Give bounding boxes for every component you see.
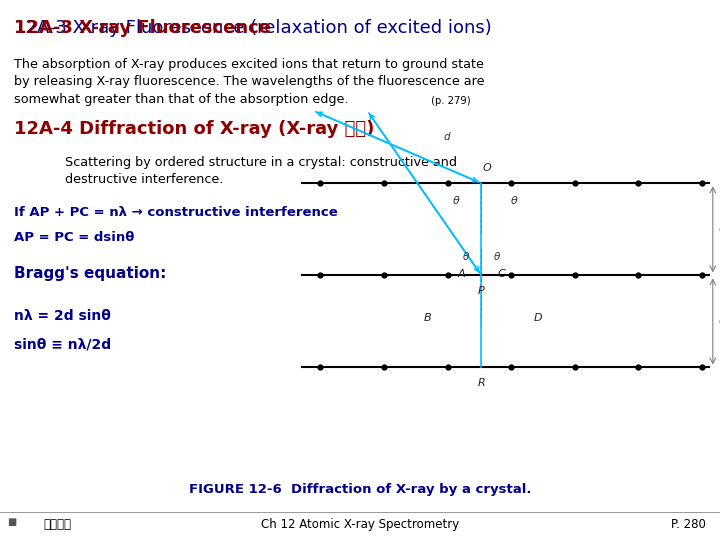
Text: 12A-3 X-ray Fluorescence: 12A-3 X-ray Fluorescence xyxy=(14,19,271,37)
Text: A: A xyxy=(457,269,465,279)
Text: (p. 279): (p. 279) xyxy=(428,96,471,106)
Text: θ: θ xyxy=(510,196,517,206)
Text: B: B xyxy=(423,313,431,323)
Text: θ: θ xyxy=(453,196,459,206)
Text: nλ = 2d sinθ: nλ = 2d sinθ xyxy=(14,309,112,323)
Text: FIGURE 12-6  Diffraction of X-ray by a crystal.: FIGURE 12-6 Diffraction of X-ray by a cr… xyxy=(189,483,531,496)
Text: P. 280: P. 280 xyxy=(671,518,706,531)
Text: θ: θ xyxy=(494,252,500,262)
Text: R: R xyxy=(477,378,485,388)
Text: ■: ■ xyxy=(7,517,17,528)
Text: 12A-3 X-ray Fluorescence (relaxation of excited ions): 12A-3 X-ray Fluorescence (relaxation of … xyxy=(14,19,492,37)
Text: AP = PC = dsinθ: AP = PC = dsinθ xyxy=(14,231,135,244)
Text: D: D xyxy=(534,313,542,323)
Text: 歐亞書局: 歐亞書局 xyxy=(43,518,71,531)
Text: If AP + PC = nλ → constructive interference: If AP + PC = nλ → constructive interfere… xyxy=(14,206,338,219)
Text: d: d xyxy=(444,132,450,143)
Text: The absorption of X-ray produces excited ions that return to ground state
by rel: The absorption of X-ray produces excited… xyxy=(14,58,485,106)
Text: C: C xyxy=(498,269,505,279)
Text: Ch 12 Atomic X-ray Spectrometry: Ch 12 Atomic X-ray Spectrometry xyxy=(261,518,459,531)
Text: O: O xyxy=(482,164,491,173)
Text: d: d xyxy=(719,224,720,234)
Text: P: P xyxy=(478,286,485,296)
Text: d: d xyxy=(719,316,720,327)
Text: Scattering by ordered structure in a crystal: constructive and
destructive inter: Scattering by ordered structure in a cry… xyxy=(65,156,456,186)
Text: Bragg's equation:: Bragg's equation: xyxy=(14,266,167,281)
Text: sinθ ≡ nλ/2d: sinθ ≡ nλ/2d xyxy=(14,338,112,352)
Text: 12A-4 Diffraction of X-ray (X-ray 繞射): 12A-4 Diffraction of X-ray (X-ray 繞射) xyxy=(14,120,375,138)
Text: θ: θ xyxy=(462,252,469,262)
